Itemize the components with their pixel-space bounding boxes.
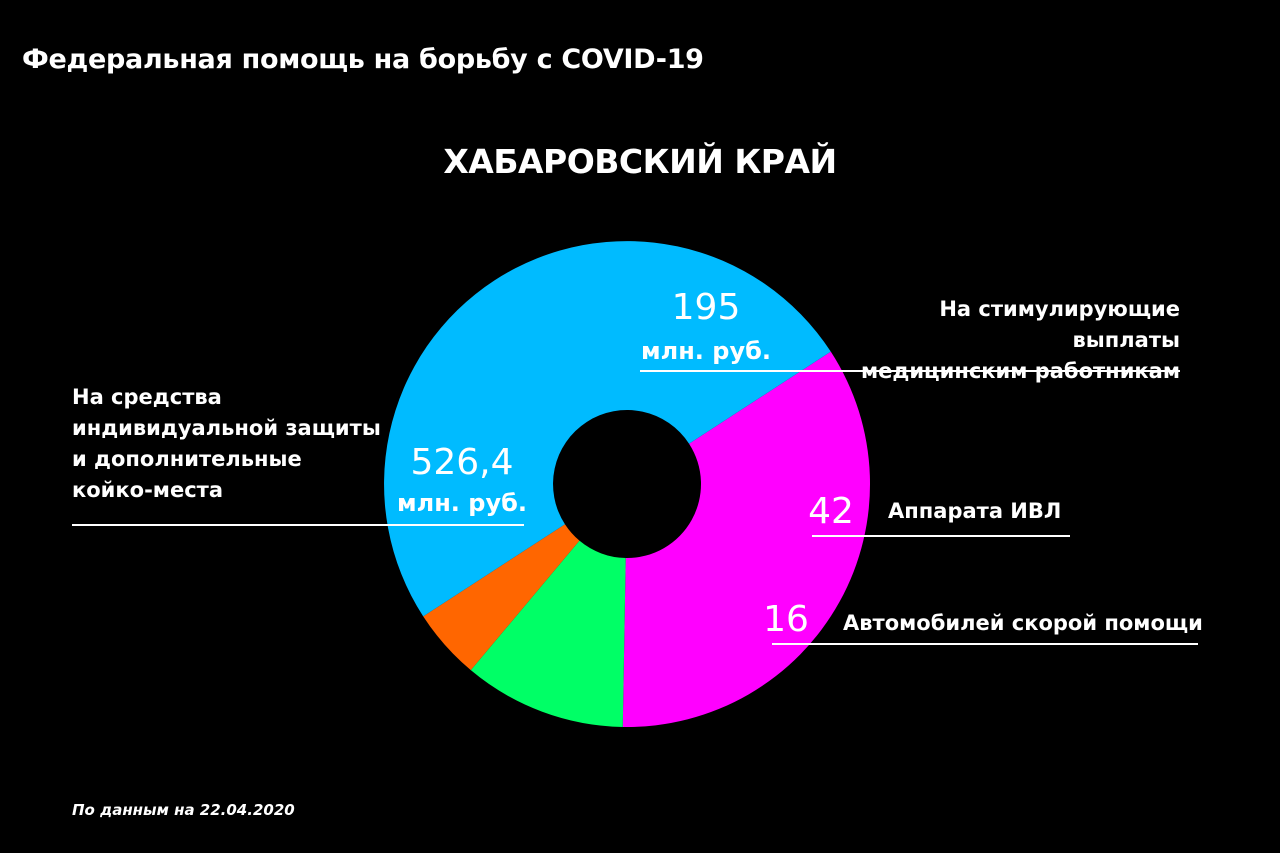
unit-stimulus: млн. руб. [641,337,771,365]
leader-line-ppe [72,524,524,526]
label-ventilators: Аппарата ИВЛ [888,496,1108,527]
value-stimulus: 195 [671,287,741,328]
chart-subtitle: ХАБАРОВСКИЙ КРАЙ [443,142,837,181]
label-ppe: На средства индивидуальной защиты и допо… [72,382,392,506]
label-ventilators-line-1: Аппарата ИВЛ [888,499,1062,523]
label-ppe-line-3: и дополнительные [72,447,302,471]
value-ambulances: 16 [763,599,809,640]
donut-slice-stimulus [622,351,870,728]
label-ambulances-line-1: Автомобилей скорой помощи [843,611,1203,635]
source-footnote: По данным на 22.04.2020 [72,801,295,819]
unit-ppe: млн. руб. [397,489,527,517]
label-ppe-line-4: койко-места [72,478,223,502]
leader-line-ambulances [772,643,1198,645]
value-ppe: 526,4 [410,442,514,483]
donut-slice-ventilators [470,540,626,727]
label-ppe-line-1: На средства [72,385,222,409]
leader-line-ventilators [812,535,1070,537]
label-stimulus: На стимулирующие выплаты медицинским раб… [830,294,1180,387]
value-ventilators: 42 [808,491,854,532]
label-ambulances: Автомобилей скорой помощи [843,608,1223,639]
label-ppe-line-2: индивидуальной защиты [72,416,381,440]
page-title: Федеральная помощь на борьбу с COVID-19 [22,44,704,75]
donut-slice-ambulances [423,524,580,671]
donut-slice-ppe [384,241,831,617]
label-stimulus-line-1: На стимулирующие выплаты [939,297,1180,352]
leader-line-stimulus [640,370,1180,372]
